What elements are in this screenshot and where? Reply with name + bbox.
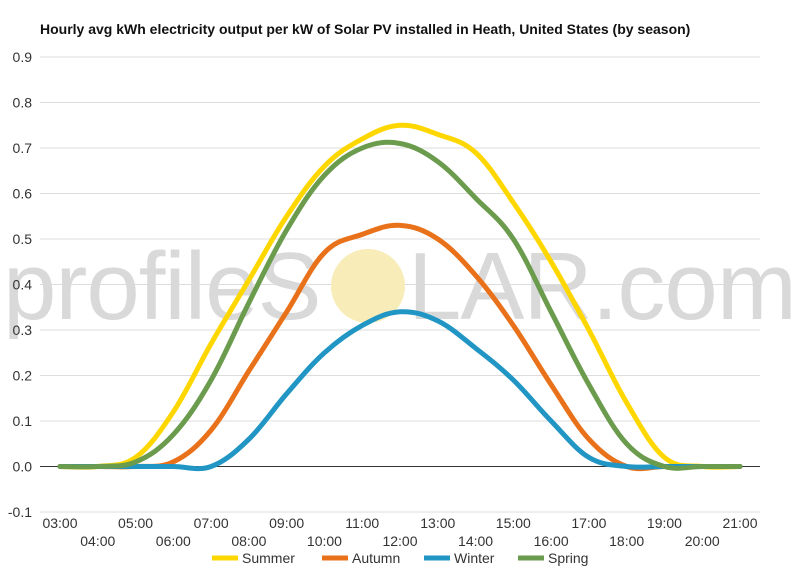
- watermark-text-right: LAR.com: [408, 233, 796, 340]
- x-tick-label: 20:00: [685, 533, 720, 549]
- series-line-spring: [57, 139, 743, 471]
- legend-label-spring: Spring: [548, 550, 588, 566]
- x-tick-label: 08:00: [231, 533, 266, 549]
- series-lines: [57, 122, 743, 472]
- series-line-winter: [57, 309, 743, 472]
- x-tick-label: 05:00: [118, 515, 153, 531]
- x-tick-label: 07:00: [194, 515, 229, 531]
- x-tick-label: 03:00: [42, 515, 77, 531]
- x-tick-label: 04:00: [80, 533, 115, 549]
- x-tick-label: 06:00: [156, 533, 191, 549]
- y-tick-label: 0.2: [13, 368, 33, 384]
- chart-title: Hourly avg kWh electricity output per kW…: [40, 21, 690, 37]
- x-tick-label: 10:00: [307, 533, 342, 549]
- x-tick-label: 15:00: [496, 515, 531, 531]
- y-tick-label: 0.9: [13, 49, 33, 65]
- x-tick-label: 13:00: [420, 515, 455, 531]
- legend: Summer Autumn Winter Spring: [212, 550, 588, 566]
- x-axis-ticks: 03:0004:0005:0006:0007:0008:0009:0010:00…: [42, 515, 757, 549]
- y-tick-label: 0.8: [13, 95, 33, 111]
- gridlines: [40, 56, 760, 513]
- y-tick-label: 0.7: [13, 140, 33, 156]
- x-tick-label: 21:00: [722, 515, 757, 531]
- y-tick-label: 0.6: [13, 186, 33, 202]
- watermark-text-left: profileS: [3, 233, 321, 340]
- x-tick-label: 09:00: [269, 515, 304, 531]
- y-tick-label: 0.4: [13, 277, 33, 293]
- series-line-summer: [57, 122, 743, 470]
- watermark-sun-icon: [331, 249, 405, 323]
- y-axis-ticks: -0.1 0.0 0.1 0.2 0.3 0.4 0.5 0.6 0.7 0.8 0.9: [8, 49, 32, 520]
- legend-label-autumn: Autumn: [352, 550, 400, 566]
- x-tick-label: 19:00: [647, 515, 682, 531]
- y-tick-label: -0.1: [8, 504, 32, 520]
- x-tick-label: 12:00: [382, 533, 417, 549]
- x-tick-label: 14:00: [458, 533, 493, 549]
- y-tick-label: 0.3: [13, 322, 33, 338]
- x-tick-label: 17:00: [571, 515, 606, 531]
- watermark: profileS LAR.com: [3, 233, 797, 340]
- legend-label-summer: Summer: [242, 550, 295, 566]
- legend-label-winter: Winter: [454, 550, 495, 566]
- x-tick-label: 18:00: [609, 533, 644, 549]
- x-tick-label: 16:00: [534, 533, 569, 549]
- x-tick-label: 11:00: [345, 515, 379, 531]
- y-tick-label: 0.1: [13, 413, 33, 429]
- y-tick-label: 0.0: [13, 459, 33, 475]
- y-tick-label: 0.5: [13, 231, 33, 247]
